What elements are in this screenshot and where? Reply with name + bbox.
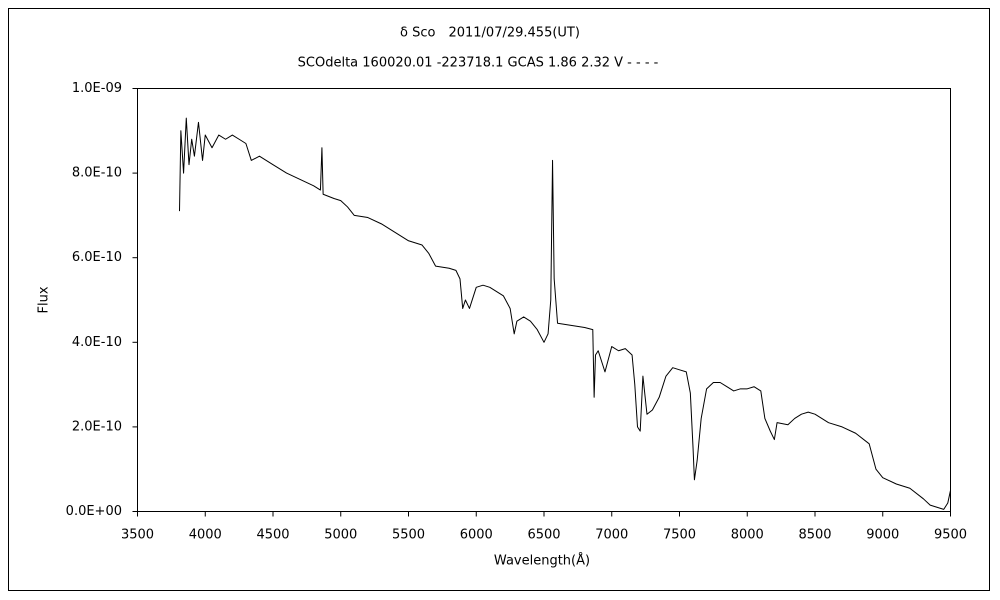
x-tick-label: 7500 (663, 528, 696, 543)
x-tick-label: 4000 (189, 528, 222, 543)
y-axis-label: Flux (37, 286, 52, 313)
y-tick-label: 0.0E+00 (66, 504, 122, 519)
x-axis-label: Wavelength(Å) (494, 553, 590, 569)
outer-frame (8, 8, 990, 591)
y-tick-label: 6.0E-10 (72, 250, 122, 265)
plot-frame (137, 88, 951, 512)
chart-title: δ Sco 2011/07/29.455(UT) (400, 26, 580, 41)
x-tick-label: 9000 (866, 528, 899, 543)
y-tick-label: 4.0E-10 (72, 335, 122, 350)
chart-subtitle: SCOdelta 160020.01 -223718.1 GCAS 1.86 2… (298, 56, 659, 71)
y-tick-label: 8.0E-10 (72, 166, 122, 181)
x-tick-label: 8000 (731, 528, 764, 543)
x-tick-label: 9500 (934, 528, 967, 543)
x-tick-label: 5500 (392, 528, 425, 543)
x-tick-label: 4500 (256, 528, 289, 543)
spectrum-line (179, 117, 951, 510)
x-tick-label: 5000 (324, 528, 357, 543)
y-tick-label: 1.0E-09 (72, 81, 122, 96)
x-tick-label: 8500 (798, 528, 831, 543)
y-tick-label: 2.0E-10 (72, 419, 122, 434)
x-tick-label: 3500 (121, 528, 154, 543)
x-tick-label: 7000 (595, 528, 628, 543)
x-tick-label: 6000 (460, 528, 493, 543)
x-tick-label: 6500 (527, 528, 560, 543)
